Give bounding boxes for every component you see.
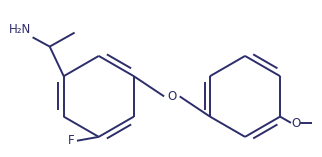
Text: O: O xyxy=(167,90,176,103)
Text: F: F xyxy=(68,134,75,147)
Text: H₂N: H₂N xyxy=(9,23,31,36)
Text: O: O xyxy=(292,117,301,130)
